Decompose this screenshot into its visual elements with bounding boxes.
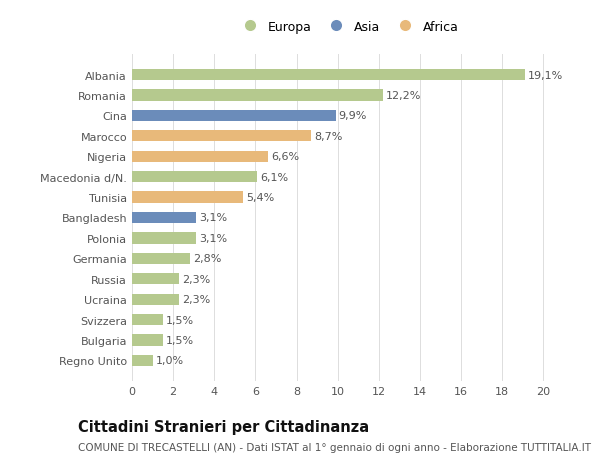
- Text: 2,3%: 2,3%: [182, 274, 211, 284]
- Text: 3,1%: 3,1%: [199, 213, 227, 223]
- Text: 12,2%: 12,2%: [386, 91, 421, 101]
- Text: 5,4%: 5,4%: [246, 193, 274, 203]
- Text: Cittadini Stranieri per Cittadinanza: Cittadini Stranieri per Cittadinanza: [78, 419, 369, 434]
- Bar: [132, 90, 383, 101]
- Bar: [132, 355, 152, 366]
- Text: 1,0%: 1,0%: [155, 356, 184, 365]
- Bar: [132, 131, 311, 142]
- Bar: [132, 192, 243, 203]
- Text: 1,5%: 1,5%: [166, 335, 194, 345]
- Bar: [132, 151, 268, 162]
- Text: 19,1%: 19,1%: [528, 71, 563, 80]
- Text: 8,7%: 8,7%: [314, 132, 343, 141]
- Text: 3,1%: 3,1%: [199, 233, 227, 243]
- Bar: [132, 274, 179, 285]
- Text: 1,5%: 1,5%: [166, 315, 194, 325]
- Bar: [132, 70, 525, 81]
- Text: 2,3%: 2,3%: [182, 295, 211, 304]
- Bar: [132, 111, 335, 122]
- Bar: [132, 314, 163, 325]
- Legend: Europa, Asia, Africa: Europa, Asia, Africa: [233, 16, 464, 39]
- Bar: [132, 294, 179, 305]
- Bar: [132, 233, 196, 244]
- Text: COMUNE DI TRECASTELLI (AN) - Dati ISTAT al 1° gennaio di ogni anno - Elaborazion: COMUNE DI TRECASTELLI (AN) - Dati ISTAT …: [78, 442, 591, 452]
- Text: 6,6%: 6,6%: [271, 152, 299, 162]
- Bar: [132, 335, 163, 346]
- Text: 9,9%: 9,9%: [339, 111, 367, 121]
- Bar: [132, 213, 196, 224]
- Bar: [132, 172, 257, 183]
- Text: 2,8%: 2,8%: [193, 254, 221, 264]
- Bar: [132, 253, 190, 264]
- Text: 6,1%: 6,1%: [260, 172, 289, 182]
